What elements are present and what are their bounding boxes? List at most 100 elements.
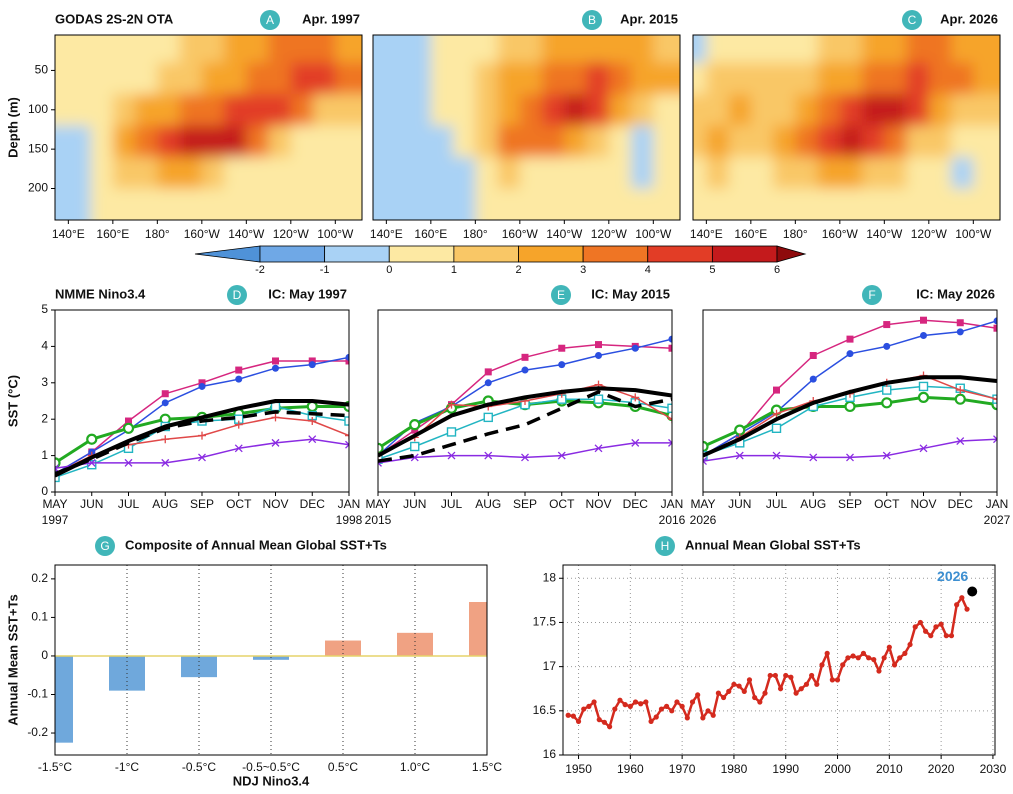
x-tick-label: 2030 <box>980 762 1007 776</box>
x-tick-label: DEC <box>623 497 649 511</box>
marker <box>920 331 927 339</box>
marker <box>55 464 59 473</box>
marker <box>594 444 603 453</box>
x-tick-label: 160°E <box>414 227 447 241</box>
cell <box>773 94 796 127</box>
x-tick-label: 120°W <box>273 227 310 241</box>
cell <box>453 35 476 64</box>
marker <box>586 703 592 709</box>
series-line <box>703 374 997 457</box>
marker <box>483 412 493 423</box>
colorbar-swatch <box>259 245 326 263</box>
marker <box>954 602 960 608</box>
marker <box>581 706 587 712</box>
colorbar-swatch <box>647 245 713 263</box>
marker <box>161 390 169 398</box>
cell <box>386 157 410 190</box>
marker <box>938 621 944 627</box>
marker <box>803 681 810 687</box>
marker <box>741 688 747 694</box>
x-tick-label: SEP <box>190 497 214 511</box>
marker <box>809 672 815 679</box>
x-tick-label: 160°W <box>502 227 539 241</box>
x-tick-label: 140°W <box>866 227 903 241</box>
plot-area <box>565 595 970 730</box>
cell <box>973 188 1000 220</box>
panel-label: G <box>100 539 109 553</box>
panel-title: GODAS 2S-2N OTA <box>55 11 174 26</box>
x-tick-label: 1990 <box>772 762 799 776</box>
marker <box>669 708 675 714</box>
cell <box>693 35 707 64</box>
cell <box>608 157 632 190</box>
x-tick-label: 0.5°C <box>328 760 358 774</box>
marker <box>627 703 633 709</box>
plot-frame <box>702 309 998 493</box>
marker <box>638 701 644 707</box>
marker <box>161 399 169 407</box>
cell <box>475 35 499 64</box>
cell <box>290 35 314 64</box>
plot-frame <box>54 309 350 493</box>
cell <box>475 157 499 190</box>
cell <box>268 157 292 190</box>
marker <box>679 703 685 709</box>
cell <box>706 62 730 95</box>
colorbar-under <box>194 245 261 263</box>
x-tick-label: DEC <box>948 497 974 511</box>
marker <box>198 453 206 462</box>
marker <box>752 694 758 701</box>
cell <box>135 188 158 220</box>
marker <box>959 595 965 601</box>
panel-subtitle: Apr. 2026 <box>940 11 998 26</box>
marker <box>308 435 317 444</box>
field <box>55 35 362 220</box>
cell <box>55 35 69 64</box>
cell <box>928 62 952 95</box>
marker <box>883 321 891 329</box>
marker <box>703 440 709 453</box>
marker <box>700 715 706 721</box>
panel-label: F <box>868 288 875 302</box>
marker <box>993 324 997 332</box>
series-line <box>378 386 672 458</box>
x-tick-label: 2000 <box>824 762 851 776</box>
cell <box>201 125 225 158</box>
x-tick-label: 1.5°C <box>472 760 502 774</box>
x-tick-label: JUL <box>118 497 140 511</box>
marker <box>631 393 640 402</box>
x-tick-label: NOV <box>585 497 611 511</box>
panel-label: H <box>661 539 670 553</box>
marker <box>521 366 529 374</box>
series-line <box>55 410 349 476</box>
cell <box>631 157 654 190</box>
colorbar-label: 2 <box>515 264 521 276</box>
cell <box>519 188 543 220</box>
cell <box>884 94 908 127</box>
cell <box>268 125 292 158</box>
marker <box>87 460 97 470</box>
cell <box>157 125 181 158</box>
x-tick-label: 140°E <box>370 227 403 241</box>
marker <box>777 686 784 692</box>
cell <box>453 125 476 158</box>
marker <box>809 375 817 383</box>
plot-area <box>55 353 349 483</box>
cell <box>335 157 362 190</box>
cell <box>862 94 885 127</box>
marker <box>918 381 929 392</box>
x-tick-label: -1°C <box>115 760 139 774</box>
marker <box>772 409 781 418</box>
cell <box>862 125 885 158</box>
cell <box>408 157 432 190</box>
cell <box>564 62 588 95</box>
cell <box>564 94 588 127</box>
marker <box>668 415 672 424</box>
panel-badge <box>902 10 922 30</box>
cell <box>224 188 247 220</box>
cell <box>179 35 203 64</box>
cell <box>179 62 203 95</box>
cell <box>201 62 225 95</box>
marker <box>993 395 997 404</box>
cell <box>408 94 432 127</box>
